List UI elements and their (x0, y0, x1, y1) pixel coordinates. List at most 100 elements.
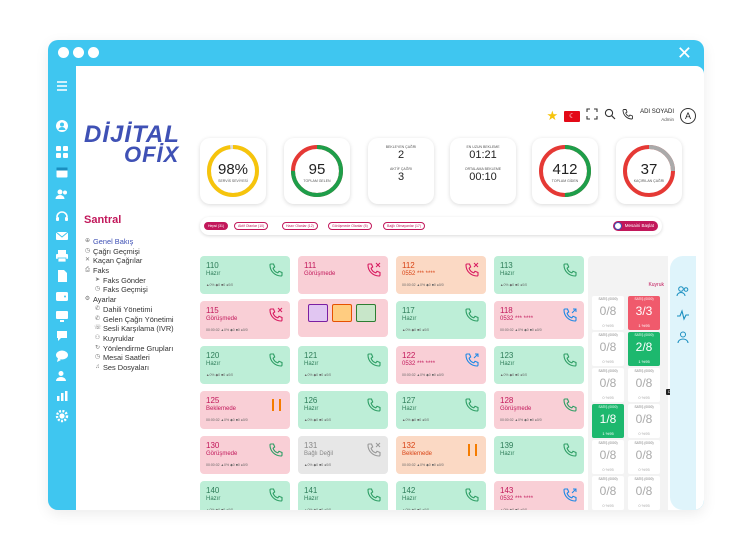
extension-card[interactable]: 128 Görüşmede 00:00:02 ▲0% ◆0 ■0 ●0/0 (494, 391, 584, 429)
call-conference-button[interactable] (356, 304, 376, 322)
queue-box[interactable]: SATIŞ (0000) 1/8 1 %95 (592, 404, 624, 438)
printer-icon[interactable] (54, 248, 70, 264)
pause-icon[interactable] (272, 399, 281, 411)
close-icon[interactable]: ✕ (676, 43, 692, 63)
queue-box[interactable]: SATIŞ (0000) 3/3 1 %95 (628, 296, 660, 330)
queue-box[interactable]: SATIŞ (0000) 0/8 0 %95 (628, 440, 660, 474)
bar-chart-icon[interactable] (54, 388, 70, 404)
extension-card[interactable]: 110 Hazır ▲0% ◆0 ■0 ●0/0 (200, 256, 290, 294)
queue-box[interactable]: SATIŞ (0000) 0/8 0 %95 (628, 368, 660, 402)
extension-card[interactable]: 111 Görüşmede (298, 256, 388, 294)
start-shift-button[interactable]: Mesaini Başlat (612, 221, 658, 231)
gear-icon[interactable] (54, 408, 70, 424)
sidebar-item[interactable]: ⚇ Kuyruklar (84, 334, 196, 344)
filter-chip[interactable]: Görüşmede Olanlar (5) (328, 222, 372, 230)
sidebar-item[interactable]: ✕ Kaçan Çağrılar (84, 256, 196, 266)
users-icon[interactable] (54, 186, 70, 202)
phone-icon[interactable] (562, 262, 578, 278)
queue-box[interactable]: SATIŞ (0000) 0/8 0 %95 (592, 296, 624, 330)
phone-icon[interactable] (366, 487, 382, 503)
user-info[interactable]: ADI SOYADI Admin (640, 109, 674, 123)
extension-card[interactable]: 140 Hazır ▲0% ◆0 ■0 ●0/0 (200, 481, 290, 510)
call-note-button[interactable] (308, 304, 328, 322)
user-outline-icon[interactable] (676, 330, 690, 344)
wallet-icon[interactable] (54, 288, 70, 304)
extension-card[interactable]: 115 Görüşmede 00:00:02 ▲0% ◆0 ■0 ●0/0 (200, 301, 290, 339)
avatar[interactable]: A (680, 108, 696, 124)
phone-out-icon[interactable] (464, 352, 480, 368)
extension-card[interactable]: 113 Hazır ▲0% ◆0 ■0 ●0/0 (494, 256, 584, 294)
phone-missed-icon[interactable] (268, 307, 284, 323)
menu-icon[interactable] (54, 78, 70, 94)
extension-card[interactable]: 117 Hazır ▲0% ◆0 ■0 ●0/0 (396, 301, 486, 339)
chat-icon[interactable] (54, 328, 70, 344)
headset-icon[interactable] (54, 208, 70, 224)
extension-card[interactable]: 130 Görüşmede 00:00:02 ▲0% ◆0 ■0 ●0/0 (200, 436, 290, 474)
extension-card[interactable]: 131 Bağlı Değil ▲0% ◆0 ■0 ●0/0 (298, 436, 388, 474)
dashboard-icon[interactable] (54, 144, 70, 160)
phone-out-icon[interactable] (562, 307, 578, 323)
window-dot-2[interactable] (73, 47, 84, 58)
filter-chip[interactable]: Hazır Olanlar (12) (282, 222, 318, 230)
user-circle-icon[interactable] (54, 118, 70, 134)
phone-icon[interactable] (268, 262, 284, 278)
phone-out-icon[interactable] (562, 487, 578, 503)
extension-card[interactable]: 123 Hazır ▲0% ◆0 ■0 ●0/0 (494, 346, 584, 384)
document-icon[interactable] (54, 268, 70, 284)
queue-box[interactable]: SATIŞ (0000) 0/8 0 %95 (628, 404, 660, 438)
phone-off-icon[interactable] (366, 442, 382, 458)
extension-card[interactable]: 125 Beklemede 00:00:02 ▲0% ◆0 ■0 ●0/0 (200, 391, 290, 429)
extension-card[interactable]: 143 0532 *** **** ▲0% ◆0 ■0 ●0/0 (494, 481, 584, 510)
extension-card[interactable]: 120 Hazır ▲0% ◆0 ■0 ●0/0 (200, 346, 290, 384)
search-icon[interactable] (604, 107, 616, 125)
extension-card[interactable]: 142 Hazır ▲0% ◆0 ■0 ●0/0 (396, 481, 486, 510)
sidebar-item[interactable]: ⊕ Genel Bakış (84, 237, 196, 247)
phone-icon[interactable] (562, 442, 578, 458)
queue-box[interactable]: SATIŞ (0000) 0/8 0 %95 (628, 476, 660, 510)
sidebar-item[interactable]: ✆ Gelen Çağrı Yönetimi (84, 315, 196, 325)
extension-card[interactable]: 141 Hazır ▲0% ◆0 ■0 ●0/0 (298, 481, 388, 510)
extension-card[interactable]: 132 Beklemede 00:00:02 ▲0% ◆0 ■0 ●0/0 (396, 436, 486, 474)
window-dot-1[interactable] (58, 47, 69, 58)
turkey-flag-icon[interactable]: ☾ (564, 110, 581, 122)
phone-icon[interactable] (562, 397, 578, 413)
favorite-star-icon[interactable]: ★ (546, 108, 559, 123)
phone-icon[interactable] (464, 397, 480, 413)
phone-icon[interactable] (268, 352, 284, 368)
queue-box[interactable]: SATIŞ (0000) 0/8 0 %95 (592, 332, 624, 366)
extension-card[interactable]: 112 0552 *** **** 00:00:02 ▲0% ◆0 ■0 ●0/0 (396, 256, 486, 294)
desktop-icon[interactable] (54, 308, 70, 324)
extension-card[interactable]: 126 Hazır ▲0% ◆0 ■0 ●0/0 (298, 391, 388, 429)
users-outline-icon[interactable] (676, 284, 690, 298)
activity-icon[interactable] (676, 308, 690, 322)
calendar-icon[interactable] (54, 164, 70, 180)
phone-icon[interactable] (464, 487, 480, 503)
sidebar-item[interactable]: ☏ Sesli Karşılama (IVR) (84, 324, 196, 334)
phone-missed-icon[interactable] (366, 262, 382, 278)
sidebar-item[interactable]: ↻ Yönlendirme Grupları (84, 344, 196, 354)
queue-box[interactable]: SATIŞ (0000) 0/8 0 %95 (592, 440, 624, 474)
sidebar-item[interactable]: ◷ Çağrı Geçmişi (84, 247, 196, 257)
extension-card[interactable]: 139 Hazır (494, 436, 584, 474)
sidebar-item[interactable]: ⎙ Faks (84, 266, 196, 276)
phone-icon[interactable] (268, 487, 284, 503)
sidebar-item[interactable]: ◷ Faks Geçmişi (84, 285, 196, 295)
pause-icon[interactable] (468, 444, 477, 456)
filter-chip[interactable]: Hepsi (31) (204, 222, 229, 230)
queue-box[interactable]: SATIŞ (0000) 0/8 0 %95 (592, 476, 624, 510)
queue-box[interactable]: SATIŞ (0000) 2/8 1 %95 (628, 332, 660, 366)
sidebar-item[interactable]: ◷ Mesai Saatleri (84, 353, 196, 363)
mail-icon[interactable] (54, 228, 70, 244)
phone-call-icon[interactable] (622, 107, 634, 125)
filter-chip[interactable]: Aktif Olanlar (10) (234, 222, 269, 230)
phone-icon[interactable] (366, 397, 382, 413)
phone-missed-icon[interactable] (464, 262, 480, 278)
sidebar-item[interactable]: ➤ Faks Gönder (84, 276, 196, 286)
extension-card[interactable]: 118 0532 *** **** 00:00:02 ▲0% ◆0 ■0 ●0/0 (494, 301, 584, 339)
phone-icon[interactable] (268, 442, 284, 458)
sidebar-item[interactable]: ♫ Ses Dosyaları (84, 363, 196, 373)
phone-icon[interactable] (562, 352, 578, 368)
call-transfer-button[interactable] (332, 304, 352, 322)
comments-icon[interactable] (54, 348, 70, 364)
window-dot-3[interactable] (88, 47, 99, 58)
